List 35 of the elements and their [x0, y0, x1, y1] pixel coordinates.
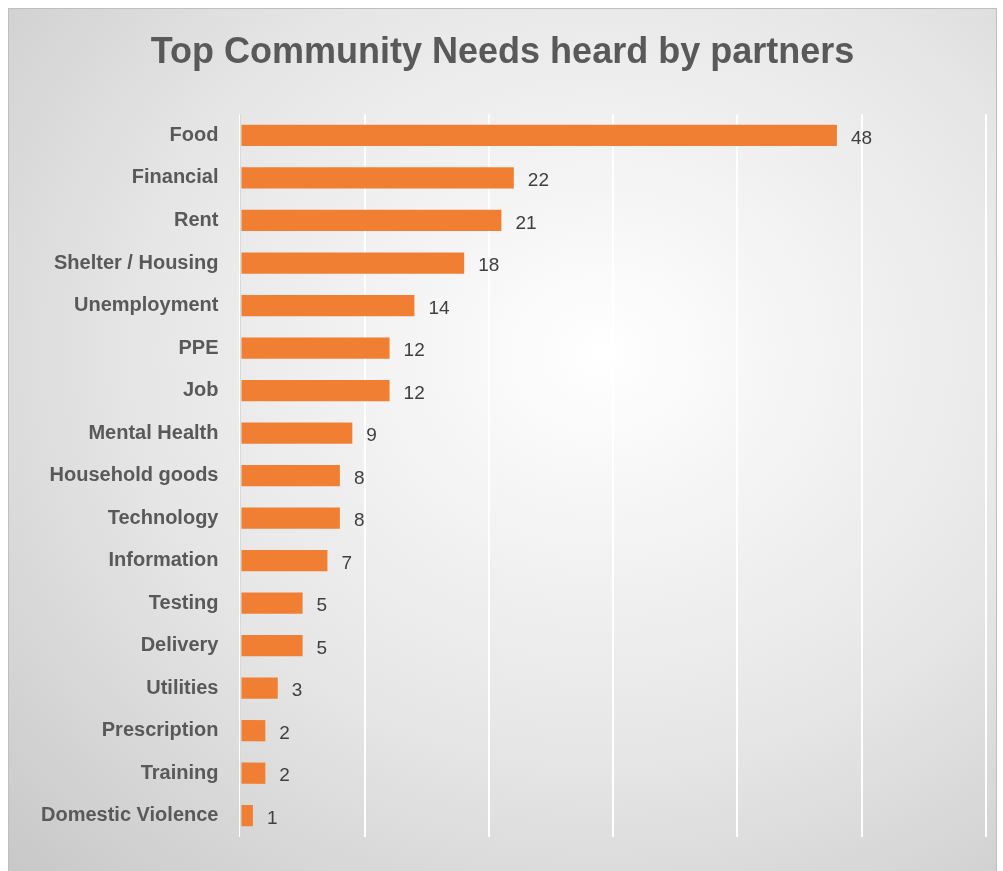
y-tick-label: PPE [178, 335, 219, 358]
data-label: 2 [279, 721, 290, 743]
y-tick-label: Mental Health [88, 420, 219, 443]
y-tick-label: Prescription [101, 718, 219, 741]
y-tick-label: Utilities [146, 675, 219, 698]
chart-title: Top Community Needs heard by partners [150, 29, 855, 71]
data-label: 48 [850, 126, 873, 148]
data-label: 12 [403, 339, 425, 361]
y-tick-label: Delivery [140, 633, 220, 656]
data-label: 8 [353, 466, 365, 488]
data-label: 3 [291, 679, 303, 701]
data-label: 9 [366, 424, 377, 446]
y-tick-label: Rent [174, 208, 219, 231]
y-tick-label: Shelter / Housing [54, 250, 219, 273]
y-tick-label: Training [140, 760, 219, 783]
data-label: 14 [428, 296, 450, 318]
data-label: 2 [279, 764, 290, 786]
data-label: 1 [266, 806, 278, 828]
data-label: 22 [527, 169, 549, 191]
y-tick-label: Job [182, 378, 219, 401]
data-label: 8 [353, 509, 365, 531]
data-label: 18 [478, 254, 500, 276]
y-tick-label: Information [108, 548, 219, 571]
data-label: 5 [316, 636, 328, 658]
y-tick-label: Unemployment [74, 293, 219, 316]
y-tick-label: Domestic Violence [41, 803, 219, 826]
y-tick-label: Financial [131, 165, 219, 188]
y-tick-label: Testing [148, 590, 219, 613]
y-tick-label: Household goods [49, 463, 219, 486]
y-tick-label: Food [169, 122, 219, 145]
data-label: 7 [341, 551, 353, 573]
y-tick-label: Technology [107, 505, 220, 528]
data-label: 21 [515, 211, 537, 233]
data-label: 5 [316, 594, 328, 616]
data-label: 12 [403, 381, 425, 403]
